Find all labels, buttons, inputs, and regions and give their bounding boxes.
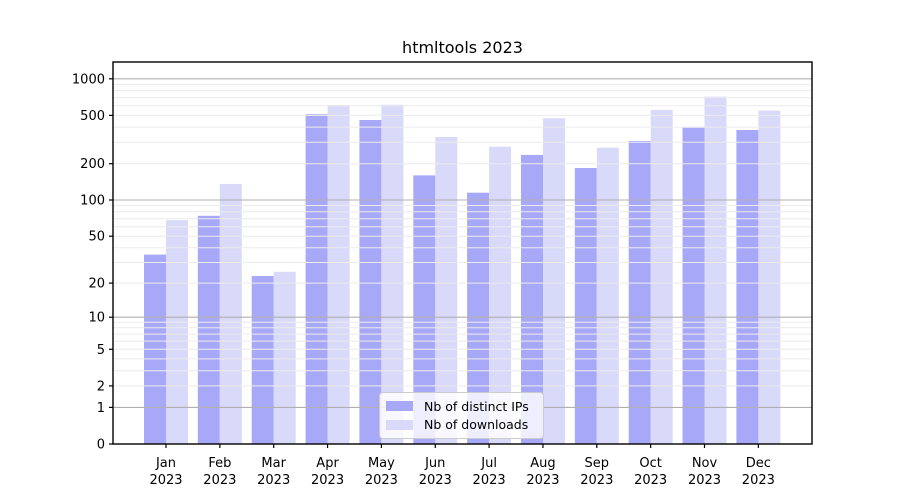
- bar-distinct-ips-feb: [197, 215, 220, 444]
- y-tick-label: 10: [88, 311, 105, 326]
- y-tick-label: 1000: [72, 72, 105, 87]
- x-tick-label-year: 2023: [526, 473, 559, 488]
- x-tick-label-year: 2023: [419, 473, 452, 488]
- legend-item-distinct-ips: Nb of distinct IPs: [386, 399, 537, 414]
- legend-label-distinct-ips: Nb of distinct IPs: [424, 398, 529, 414]
- bar-distinct-ips-sep: [574, 168, 597, 444]
- x-tick-label-month: Mar: [261, 456, 286, 471]
- x-tick-label-year: 2023: [365, 473, 398, 488]
- bar-downloads-nov: [704, 96, 727, 444]
- x-tick-label-month: Jul: [480, 456, 497, 471]
- bar-distinct-ips-may: [359, 120, 382, 444]
- x-tick-label-month: Dec: [746, 456, 771, 471]
- x-tick-label-month: Aug: [530, 456, 555, 471]
- x-tick-label-year: 2023: [580, 473, 613, 488]
- bar-downloads-oct: [650, 109, 673, 445]
- bar-distinct-ips-mar: [251, 276, 274, 444]
- bar-distinct-ips-nov: [682, 127, 705, 444]
- x-tick-label-year: 2023: [688, 473, 721, 488]
- x-tick-label-month: May: [368, 456, 395, 471]
- y-tick-label: 0: [97, 438, 105, 453]
- y-tick-label: 200: [80, 157, 105, 172]
- y-tick-label: 100: [80, 194, 105, 209]
- y-tick-label: 2: [97, 379, 105, 394]
- bar-downloads-jun: [435, 137, 458, 444]
- legend-swatch-distinct-ips: [386, 401, 413, 412]
- legend-item-downloads: Nb of downloads: [386, 417, 537, 432]
- bar-distinct-ips-dec: [736, 130, 759, 444]
- bar-distinct-ips-apr: [305, 114, 328, 444]
- x-tick-label-year: 2023: [149, 473, 182, 488]
- x-tick-label-month: Jan: [155, 456, 176, 471]
- axes-frame: [112, 61, 813, 445]
- x-tick-label-month: Sep: [585, 456, 610, 471]
- x-tick-label-year: 2023: [257, 473, 290, 488]
- bar-downloads-sep: [596, 147, 619, 444]
- y-tick-label: 500: [80, 109, 105, 124]
- legend-swatch-downloads: [386, 419, 413, 430]
- bar-downloads-aug: [543, 118, 565, 445]
- bar-distinct-ips-oct: [628, 140, 651, 444]
- legend: Nb of distinct IPs Nb of downloads: [379, 392, 544, 439]
- x-tick-label-month: Jun: [424, 456, 445, 471]
- x-tick-label-month: Oct: [639, 456, 661, 471]
- x-tick-label-year: 2023: [473, 473, 506, 488]
- x-tick-label-year: 2023: [634, 473, 667, 488]
- bar-downloads-apr: [327, 105, 350, 444]
- y-tick-label: 5: [97, 343, 105, 358]
- y-tick-label: 50: [88, 230, 105, 245]
- bar-downloads-jul: [489, 146, 512, 444]
- bar-downloads-dec: [758, 110, 781, 444]
- bar-downloads-jan: [166, 220, 188, 444]
- y-tick-label: 20: [88, 277, 105, 292]
- bar-downloads-feb: [219, 183, 242, 444]
- bar-distinct-ips-jul: [467, 192, 490, 444]
- x-tick-label-year: 2023: [203, 473, 236, 488]
- x-tick-label-month: Apr: [316, 456, 339, 471]
- bar-downloads-mar: [273, 271, 296, 444]
- x-tick-label-month: Nov: [692, 456, 718, 471]
- x-tick-label-month: Feb: [208, 456, 231, 471]
- x-tick-label-year: 2023: [311, 473, 344, 488]
- x-tick-label-year: 2023: [742, 473, 775, 488]
- bar-distinct-ips-jun: [413, 175, 436, 444]
- y-tick-label: 1: [97, 401, 105, 416]
- chart-title: htmltools 2023: [402, 38, 523, 57]
- legend-label-downloads: Nb of downloads: [424, 417, 529, 433]
